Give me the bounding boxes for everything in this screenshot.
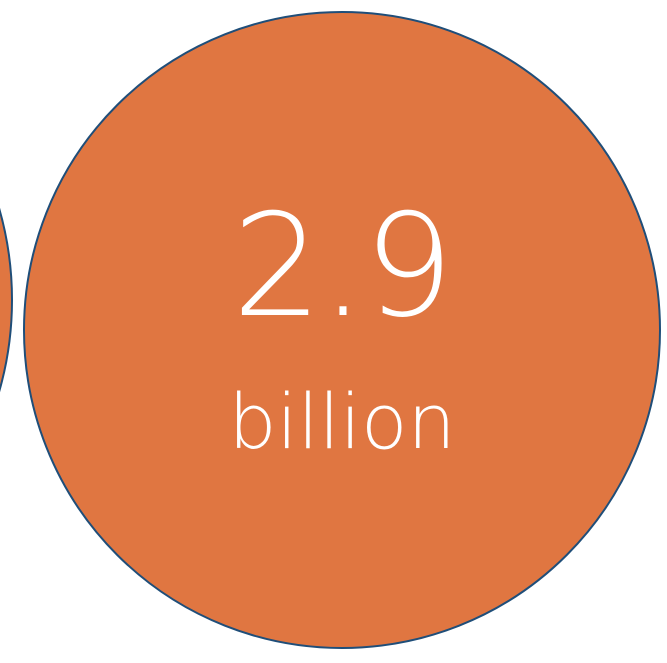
stat-unit: billion — [228, 377, 456, 466]
left-bubble — [0, 208, 13, 392]
main-bubble — [23, 11, 661, 649]
stat-value: 2.9 — [232, 184, 454, 349]
